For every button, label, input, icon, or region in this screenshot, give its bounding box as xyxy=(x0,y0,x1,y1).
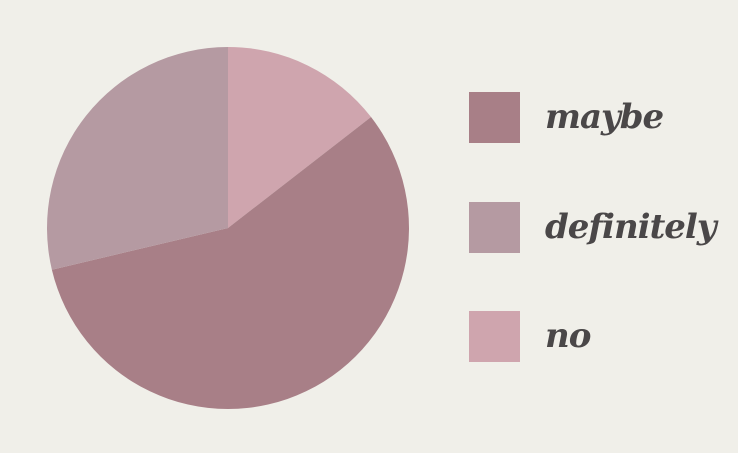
legend-swatch-definitely xyxy=(469,202,520,253)
legend-swatch-no xyxy=(469,311,520,362)
legend-label-no: no xyxy=(545,316,590,356)
legend-label-maybe: maybe xyxy=(545,97,663,137)
legend-item-maybe: maybe xyxy=(469,91,663,143)
legend-item-definitely: definitely xyxy=(469,201,716,253)
legend-swatch-maybe xyxy=(469,92,520,143)
legend-label-definitely: definitely xyxy=(545,207,716,247)
legend-item-no: no xyxy=(469,310,590,362)
